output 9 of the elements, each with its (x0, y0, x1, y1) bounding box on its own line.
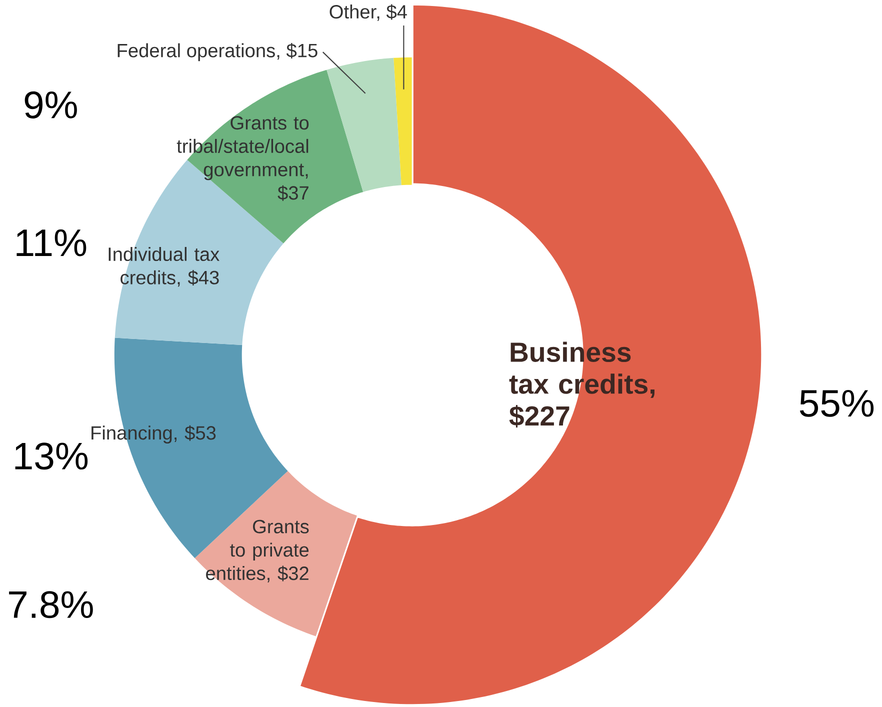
slice-label: Individual tax credits, $43 (108, 246, 220, 286)
text: 55% (800, 390, 874, 417)
text: 7.8% (9, 590, 93, 618)
slice-label: Grants to private entities, $32 (206, 520, 309, 582)
text: 9% (24, 91, 77, 118)
text: 11% (16, 229, 86, 256)
slice-label: Federal operations, $15 (118, 42, 318, 61)
slice-label: Other, $4 (330, 4, 407, 21)
text: 13% (15, 442, 88, 470)
